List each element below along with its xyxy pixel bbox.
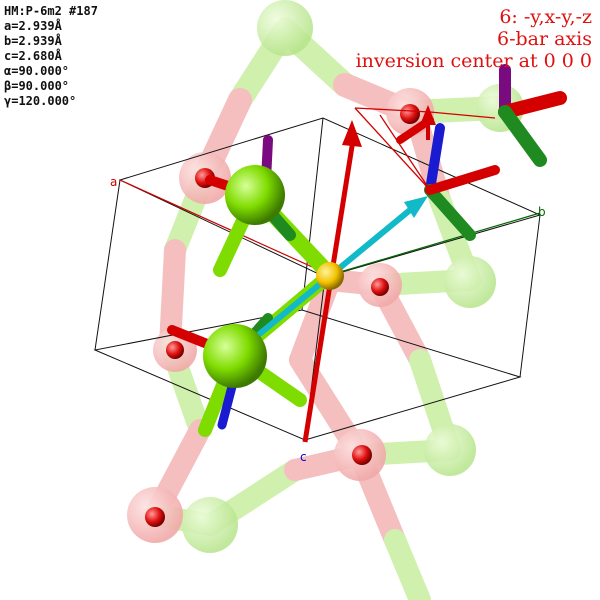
space-group-label: HM:P-6m2 #187 — [4, 4, 98, 18]
unit-cell — [93, 117, 542, 441]
cell-beta: β=90.000° — [4, 79, 70, 93]
cell-gamma: γ=120.000° — [4, 94, 77, 108]
faint-atoms — [127, 0, 524, 553]
cell-parameters: HM:P-6m2 #187 a=2.939Å b=2.939Å c=2.680Å… — [4, 4, 98, 109]
c-axis-label: c — [300, 450, 307, 464]
inversion-center-label: inversion center at 0 0 0 — [355, 50, 592, 72]
axis-type-label: 6-bar axis — [497, 28, 592, 50]
a-axis-label: a — [110, 175, 117, 189]
cell-b: b=2.939Å — [4, 34, 62, 48]
b-axis-line — [329, 212, 541, 276]
symmetry-operation-info: 6: -y,x-y,-z 6-bar axis inversion center… — [356, 6, 592, 72]
b-axis-label: b — [538, 205, 546, 219]
red-atom-cores — [145, 104, 420, 527]
cell-a: a=2.939Å — [4, 19, 62, 33]
cell-c: c=2.680Å — [4, 49, 62, 63]
symop-label: 6: -y,x-y,-z — [499, 6, 592, 28]
a-axis-line — [119, 179, 331, 276]
cell-alpha: α=90.000° — [4, 64, 70, 78]
inversion-center — [316, 262, 344, 290]
orientation-arrows — [167, 64, 567, 430]
six-bar-axis-arrow — [302, 105, 436, 443]
green-atoms — [203, 165, 285, 388]
